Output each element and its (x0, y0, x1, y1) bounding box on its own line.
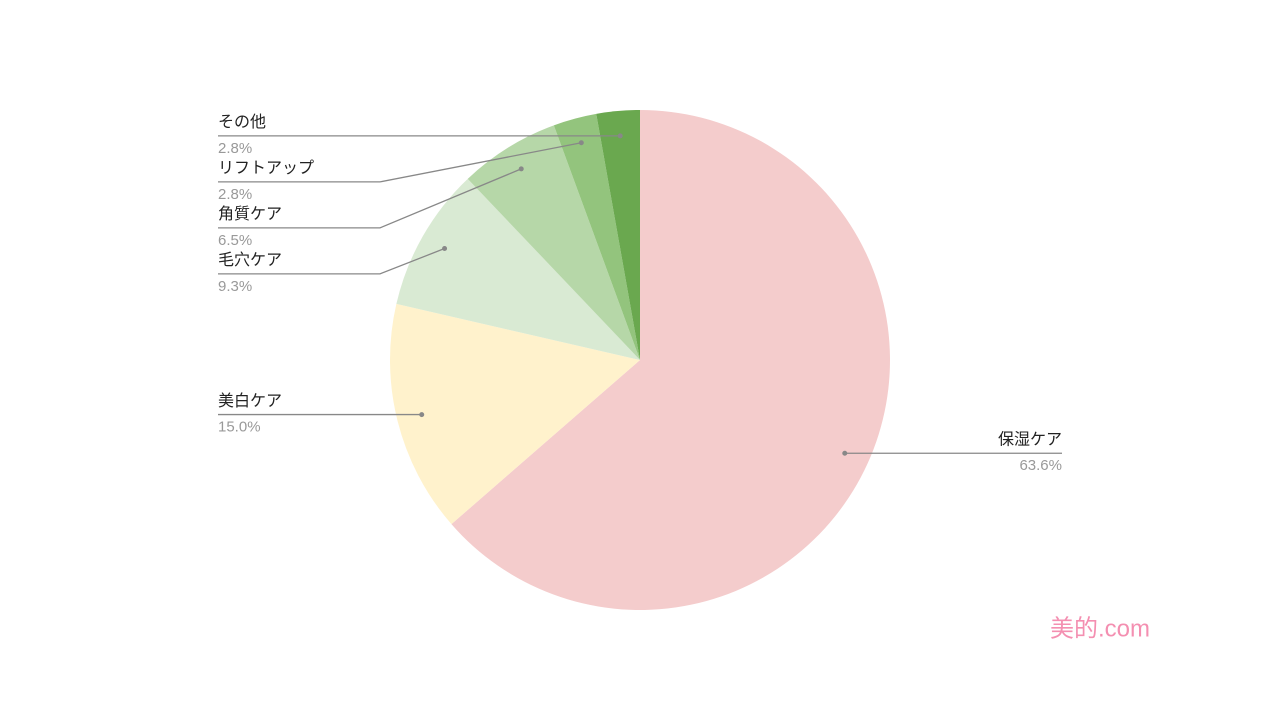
pie-slice (596, 110, 640, 360)
slice-value: 2.8% (218, 140, 252, 157)
leader-dot (518, 166, 524, 172)
leader-line (218, 142, 582, 183)
slice-value: 15.0% (218, 419, 261, 436)
slice-value: 6.5% (218, 232, 252, 249)
slice-label: 美白ケア (218, 392, 282, 410)
leader-dot (442, 246, 448, 252)
leader-dot (842, 450, 848, 456)
pie-slice (390, 303, 640, 525)
slice-label: 角質ケア (218, 205, 282, 223)
slice-label: その他 (218, 113, 266, 131)
pie-slice (451, 110, 891, 610)
slice-label: リフトアップ (218, 159, 314, 177)
leader-line (218, 247, 445, 275)
leader-line (218, 168, 522, 229)
leader-dot (419, 412, 425, 418)
leader-dot (578, 140, 584, 146)
pie-slice (553, 113, 640, 360)
leader-dot (617, 133, 623, 139)
slice-label: 毛穴ケア (218, 251, 282, 269)
slice-value: 2.8% (218, 186, 252, 203)
slice-label: 保湿ケア (998, 430, 1062, 448)
slice-value: 63.6% (1019, 457, 1062, 474)
pie-slice (467, 125, 640, 361)
pie-slice (396, 178, 640, 360)
watermark: 美的.com (1050, 615, 1150, 642)
slice-value: 9.3% (218, 278, 252, 295)
